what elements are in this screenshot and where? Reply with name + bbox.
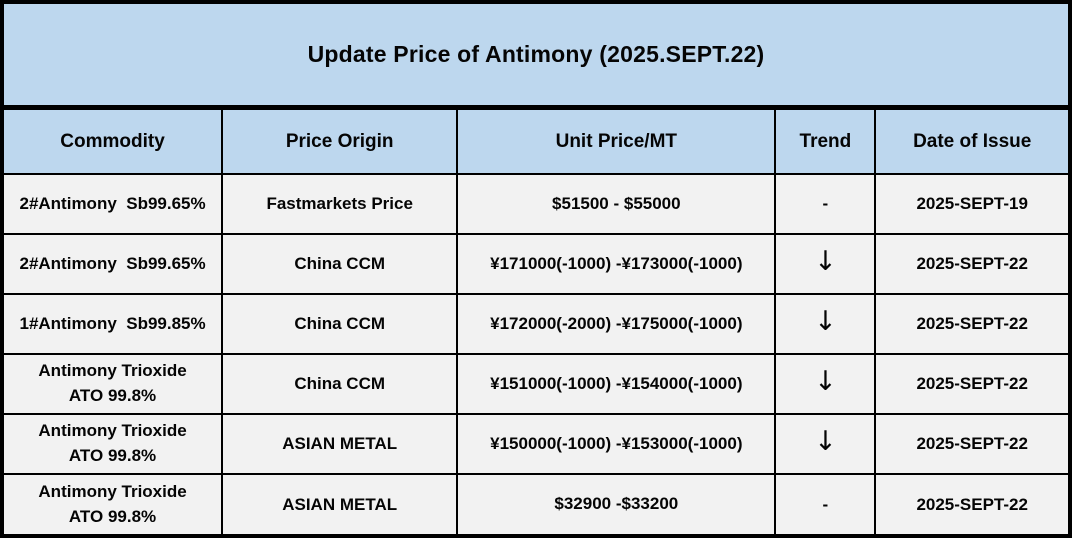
table-header-row: Commodity Price Origin Unit Price/MT Tre… [4,110,1068,175]
table-row: Antimony Trioxide ATO 99.8% ASIAN METAL … [4,473,1068,534]
price-origin-cell: ASIAN METAL [221,413,459,475]
header-price-origin: Price Origin [221,110,459,175]
date-of-issue-cell: 2025-SEPT-22 [874,353,1068,415]
price-table: Commodity Price Origin Unit Price/MT Tre… [4,110,1068,534]
header-date-of-issue: Date of Issue [874,110,1068,175]
trend-cell: ↓ [774,293,877,355]
unit-price-cell: $32900 -$33200 [456,473,777,534]
date-of-issue-cell: 2025-SEPT-22 [874,293,1068,355]
commodity-cell: Antimony Trioxide ATO 99.8% [4,473,224,534]
commodity-cell: 2#Antimony Sb99.65% [4,233,224,295]
unit-price-cell: ¥150000(-1000) -¥153000(-1000) [456,413,777,475]
unit-price-cell: $51500 - $55000 [456,173,777,235]
date-of-issue-cell: 2025-SEPT-22 [874,473,1068,534]
price-origin-cell: China CCM [221,233,459,295]
unit-price-cell: ¥151000(-1000) -¥154000(-1000) [456,353,777,415]
trend-cell: ↓ [774,413,877,475]
date-of-issue-cell: 2025-SEPT-22 [874,413,1068,475]
table-row: Antimony Trioxide ATO 99.8% China CCM ¥1… [4,353,1068,415]
unit-price-cell: ¥171000(-1000) -¥173000(-1000) [456,233,777,295]
date-of-issue-cell: 2025-SEPT-22 [874,233,1068,295]
header-commodity: Commodity [4,110,224,175]
commodity-cell: 2#Antimony Sb99.65% [4,173,224,235]
price-origin-cell: Fastmarkets Price [221,173,459,235]
page-title: Update Price of Antimony (2025.SEPT.22) [307,41,765,67]
table-row: 1#Antimony Sb99.85% China CCM ¥172000(-2… [4,293,1068,355]
date-of-issue-cell: 2025-SEPT-19 [874,173,1068,235]
price-table-container: Commodity Price Origin Unit Price/MT Tre… [4,110,1068,534]
unit-price-cell: ¥172000(-2000) -¥175000(-1000) [456,293,777,355]
commodity-cell: Antimony Trioxide ATO 99.8% [4,353,224,415]
trend-cell: - [774,473,877,534]
table-row: 2#Antimony Sb99.65% China CCM ¥171000(-1… [4,233,1068,295]
price-origin-cell: China CCM [221,293,459,355]
price-origin-cell: China CCM [221,353,459,415]
commodity-cell: Antimony Trioxide ATO 99.8% [4,413,224,475]
commodity-cell: 1#Antimony Sb99.85% [4,293,224,355]
trend-cell: ↓ [774,233,877,295]
trend-cell: - [774,173,877,235]
price-table-body: 2#Antimony Sb99.65% Fastmarkets Price $5… [4,173,1068,534]
table-row: 2#Antimony Sb99.65% Fastmarkets Price $5… [4,173,1068,235]
table-row: Antimony Trioxide ATO 99.8% ASIAN METAL … [4,413,1068,475]
header-unit-price: Unit Price/MT [456,110,777,175]
title-banner: Update Price of Antimony (2025.SEPT.22) [4,4,1068,110]
price-origin-cell: ASIAN METAL [221,473,459,534]
header-trend: Trend [774,110,877,175]
trend-cell: ↓ [774,353,877,415]
